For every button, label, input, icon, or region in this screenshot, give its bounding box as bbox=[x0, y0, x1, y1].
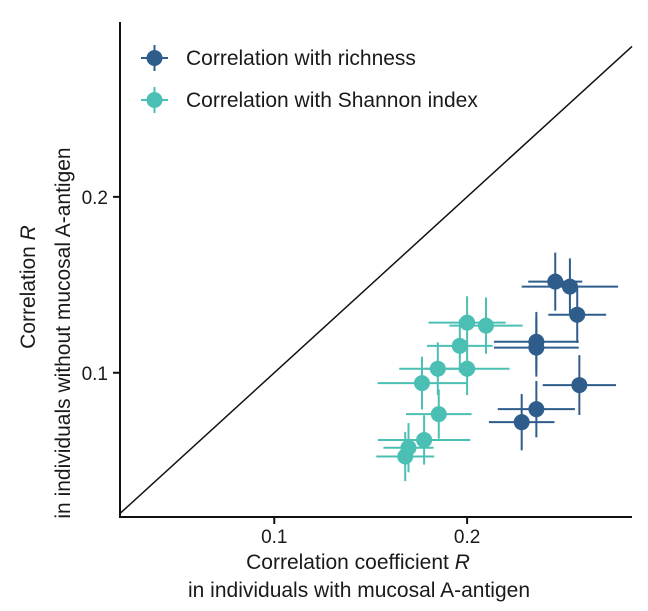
legend-label-richness: Correlation with richness bbox=[186, 47, 416, 70]
y-axis-title: Correlation R bbox=[17, 225, 40, 349]
x-axis-subtitle: in individuals with mucosal A-antigen bbox=[188, 579, 530, 602]
point-shannon-1 bbox=[478, 317, 495, 334]
point-shannon-2 bbox=[451, 337, 468, 354]
point-richness-4 bbox=[528, 339, 545, 356]
point-shannon-6 bbox=[430, 406, 447, 423]
point-shannon-5 bbox=[413, 375, 430, 392]
identity-line bbox=[119, 45, 633, 515]
point-shannon-7 bbox=[416, 431, 433, 448]
x-tick-label: 0.2 bbox=[454, 527, 480, 548]
point-shannon-4 bbox=[459, 360, 476, 377]
x-axis-title-prefix: Correlation coefficient bbox=[246, 551, 455, 574]
point-shannon-3 bbox=[429, 360, 446, 377]
legend-label-shannon: Correlation with Shannon index bbox=[186, 89, 478, 112]
x-axis-title: Correlation coefficient R bbox=[246, 551, 470, 574]
point-shannon-9 bbox=[397, 448, 414, 465]
y-axis-title-italic: R bbox=[17, 225, 40, 240]
y-tick-label: 0.1 bbox=[82, 364, 108, 385]
x-tick-label: 0.1 bbox=[261, 527, 287, 548]
data-points bbox=[397, 273, 588, 465]
legend-marker-shannon bbox=[146, 92, 163, 108]
legend-marker-richness bbox=[146, 50, 163, 66]
point-richness-2 bbox=[569, 306, 586, 323]
x-axis-title-italic: R bbox=[455, 551, 470, 574]
point-richness-6 bbox=[528, 401, 545, 418]
point-richness-7 bbox=[513, 414, 530, 431]
point-richness-5 bbox=[571, 377, 588, 394]
y-axis-subtitle: in individuals without mucosal A-antigen bbox=[52, 147, 75, 518]
y-axis-title-prefix: Correlation bbox=[17, 240, 40, 349]
legend: Correlation with richness Correlation wi… bbox=[141, 45, 478, 113]
point-richness-0 bbox=[547, 273, 564, 290]
point-richness-1 bbox=[561, 278, 578, 295]
y-tick-label: 0.2 bbox=[82, 188, 108, 209]
point-shannon-0 bbox=[459, 314, 476, 331]
